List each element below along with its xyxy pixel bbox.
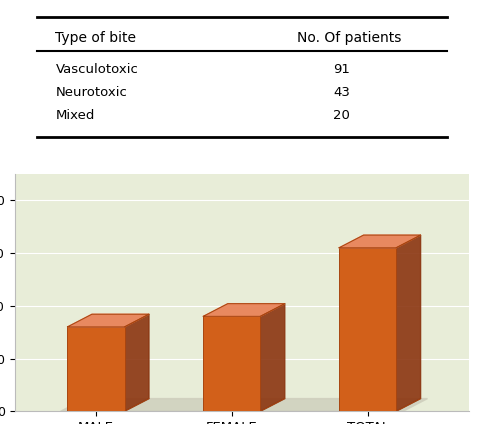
- Bar: [203, 316, 260, 411]
- Text: Type of bite: Type of bite: [56, 31, 136, 45]
- Polygon shape: [260, 304, 285, 411]
- Text: Mixed: Mixed: [56, 109, 95, 122]
- Polygon shape: [203, 304, 285, 316]
- Polygon shape: [339, 235, 421, 248]
- Text: 91: 91: [333, 63, 350, 75]
- Polygon shape: [60, 399, 427, 411]
- Text: 43: 43: [333, 86, 350, 99]
- Text: Vasculotoxic: Vasculotoxic: [56, 63, 138, 75]
- Polygon shape: [124, 314, 149, 411]
- Text: No. Of patients: No. Of patients: [297, 31, 401, 45]
- Bar: [339, 248, 396, 411]
- Text: Neurotoxic: Neurotoxic: [56, 86, 127, 99]
- Polygon shape: [67, 314, 149, 327]
- Polygon shape: [396, 235, 421, 411]
- Bar: [67, 327, 124, 411]
- Text: 20: 20: [333, 109, 350, 122]
- Polygon shape: [60, 399, 427, 411]
